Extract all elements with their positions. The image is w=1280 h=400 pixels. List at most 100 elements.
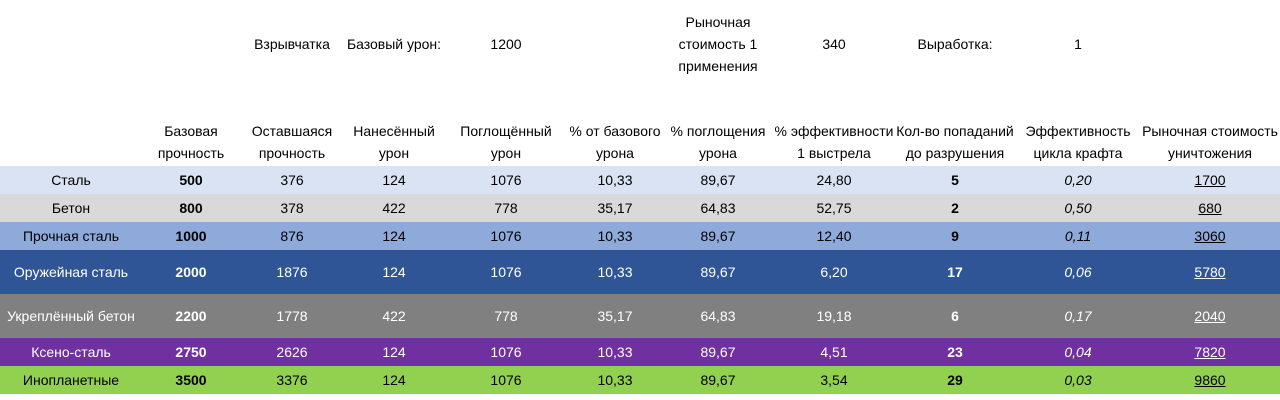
header-remaining-strength[interactable]: Оставшаяся прочность bbox=[251, 123, 333, 161]
remaining-strength-cell[interactable]: 2626 bbox=[240, 338, 344, 366]
damage-dealt-cell[interactable]: 124 bbox=[344, 222, 444, 250]
base-strength-cell[interactable]: 2750 bbox=[142, 338, 240, 366]
base-strength-cell[interactable]: 3500 bbox=[142, 366, 240, 394]
remaining-strength-cell[interactable]: 1876 bbox=[240, 250, 344, 294]
craft-efficiency-cell[interactable]: 0,17 bbox=[1016, 294, 1140, 338]
absorbed-damage-cell[interactable]: 1076 bbox=[444, 250, 568, 294]
damage-dealt-cell[interactable]: 422 bbox=[344, 294, 444, 338]
header-absorbed-damage[interactable]: Поглощённый урон bbox=[460, 123, 552, 161]
base-damage-label[interactable]: Базовый урон: bbox=[346, 36, 442, 52]
pct-absorption-cell[interactable]: 89,67 bbox=[662, 166, 774, 194]
pct-base-cell[interactable]: 10,33 bbox=[568, 222, 662, 250]
absorbed-damage-cell[interactable]: 1076 bbox=[444, 166, 568, 194]
material-name[interactable]: Бетон bbox=[0, 194, 142, 222]
hits-cell[interactable]: 23 bbox=[894, 338, 1016, 366]
hits-cell[interactable]: 2 bbox=[894, 194, 1016, 222]
market-cost-cell[interactable]: 1700 bbox=[1140, 166, 1280, 194]
hits-cell[interactable]: 17 bbox=[894, 250, 1016, 294]
hits-cell[interactable]: 5 bbox=[894, 166, 1016, 194]
hits-cell[interactable]: 9 bbox=[894, 222, 1016, 250]
pct-absorption-cell[interactable]: 89,67 bbox=[662, 366, 774, 394]
remaining-strength-cell[interactable]: 3376 bbox=[240, 366, 344, 394]
market-cost-cell[interactable]: 7820 bbox=[1140, 338, 1280, 366]
base-strength-cell[interactable]: 1000 bbox=[142, 222, 240, 250]
absorbed-damage-cell[interactable]: 1076 bbox=[444, 222, 568, 250]
craft-efficiency-cell[interactable]: 0,03 bbox=[1016, 366, 1140, 394]
header-base-strength[interactable]: Базовая прочность bbox=[157, 123, 225, 161]
pct-absorption-cell[interactable]: 64,83 bbox=[662, 194, 774, 222]
base-strength-cell[interactable]: 800 bbox=[142, 194, 240, 222]
craft-efficiency-cell[interactable]: 0,50 bbox=[1016, 194, 1140, 222]
material-name[interactable]: Укреплённый бетон bbox=[0, 294, 142, 338]
pct-absorption-cell[interactable]: 89,67 bbox=[662, 222, 774, 250]
explosive-label[interactable]: Взрывчатка bbox=[254, 36, 330, 52]
pct-efficiency-cell[interactable]: 4,51 bbox=[774, 338, 894, 366]
base-strength-cell[interactable]: 500 bbox=[142, 166, 240, 194]
pct-base-cell[interactable]: 35,17 bbox=[568, 294, 662, 338]
market-cost-cell[interactable]: 2040 bbox=[1140, 294, 1280, 338]
pct-base-cell[interactable]: 10,33 bbox=[568, 166, 662, 194]
remaining-strength-cell[interactable]: 378 bbox=[240, 194, 344, 222]
pct-absorption-cell[interactable]: 89,67 bbox=[662, 338, 774, 366]
base-damage-value[interactable]: 1200 bbox=[490, 36, 522, 52]
absorbed-damage-cell[interactable]: 778 bbox=[444, 194, 568, 222]
craft-efficiency-cell[interactable]: 0,20 bbox=[1016, 166, 1140, 194]
pct-efficiency-cell[interactable]: 6,20 bbox=[774, 250, 894, 294]
header-row: Базовая прочность Оставшаяся прочность Н… bbox=[0, 88, 1280, 166]
craft-efficiency-cell[interactable]: 0,06 bbox=[1016, 250, 1140, 294]
damage-dealt-cell[interactable]: 124 bbox=[344, 338, 444, 366]
remaining-strength-cell[interactable]: 1778 bbox=[240, 294, 344, 338]
header-hits-to-destroy[interactable]: Кол-во попаданий до разрушения bbox=[896, 123, 1014, 161]
pct-absorption-cell[interactable]: 64,83 bbox=[662, 294, 774, 338]
table-row: Бетон 800 378 422 778 35,17 64,83 52,75 … bbox=[0, 194, 1280, 222]
empty-cell bbox=[142, 0, 240, 88]
material-name[interactable]: Инопланетные bbox=[0, 366, 142, 394]
base-strength-cell[interactable]: 2200 bbox=[142, 294, 240, 338]
market-cost-cell[interactable]: 5780 bbox=[1140, 250, 1280, 294]
absorbed-damage-cell[interactable]: 778 bbox=[444, 294, 568, 338]
pct-base-cell[interactable]: 10,33 bbox=[568, 338, 662, 366]
market-cost-cell[interactable]: 680 bbox=[1140, 194, 1280, 222]
craft-efficiency-cell[interactable]: 0,04 bbox=[1016, 338, 1140, 366]
base-strength-cell[interactable]: 2000 bbox=[142, 250, 240, 294]
pct-base-cell[interactable]: 35,17 bbox=[568, 194, 662, 222]
remaining-strength-cell[interactable]: 876 bbox=[240, 222, 344, 250]
remaining-strength-cell[interactable]: 376 bbox=[240, 166, 344, 194]
pct-absorption-cell[interactable]: 89,67 bbox=[662, 250, 774, 294]
empty-cell bbox=[568, 0, 662, 88]
pct-efficiency-cell[interactable]: 12,40 bbox=[774, 222, 894, 250]
hits-cell[interactable]: 29 bbox=[894, 366, 1016, 394]
pct-base-cell[interactable]: 10,33 bbox=[568, 366, 662, 394]
material-name[interactable]: Сталь bbox=[0, 166, 142, 194]
header-pct-base-damage[interactable]: % от базового урона bbox=[569, 123, 661, 161]
market-cost-cell[interactable]: 9860 bbox=[1140, 366, 1280, 394]
table-row: Сталь 500 376 124 1076 10,33 89,67 24,80… bbox=[0, 166, 1280, 194]
market-cost-label[interactable]: Рыночная стоимость 1 применения bbox=[678, 14, 758, 74]
damage-dealt-cell[interactable]: 124 bbox=[344, 366, 444, 394]
craft-efficiency-cell[interactable]: 0,11 bbox=[1016, 222, 1140, 250]
damage-dealt-cell[interactable]: 124 bbox=[344, 250, 444, 294]
market-cost-value: 5780 bbox=[1194, 264, 1226, 280]
pct-base-cell[interactable]: 10,33 bbox=[568, 250, 662, 294]
material-name[interactable]: Оружейная сталь bbox=[0, 250, 142, 294]
output-label[interactable]: Выработка: bbox=[917, 36, 993, 52]
pct-efficiency-cell[interactable]: 52,75 bbox=[774, 194, 894, 222]
header-craft-efficiency[interactable]: Эффективность цикла крафта bbox=[1025, 123, 1131, 161]
hits-cell[interactable]: 6 bbox=[894, 294, 1016, 338]
pct-efficiency-cell[interactable]: 3,54 bbox=[774, 366, 894, 394]
market-cost-value[interactable]: 340 bbox=[822, 36, 846, 52]
absorbed-damage-cell[interactable]: 1076 bbox=[444, 366, 568, 394]
material-name[interactable]: Ксено-сталь bbox=[0, 338, 142, 366]
header-pct-absorption[interactable]: % поглощения урона bbox=[670, 123, 766, 161]
pct-efficiency-cell[interactable]: 19,18 bbox=[774, 294, 894, 338]
market-cost-cell[interactable]: 3060 bbox=[1140, 222, 1280, 250]
header-damage-dealt[interactable]: Нанесённый урон bbox=[353, 123, 435, 161]
output-value[interactable]: 1 bbox=[1074, 36, 1082, 52]
pct-efficiency-cell[interactable]: 24,80 bbox=[774, 166, 894, 194]
damage-dealt-cell[interactable]: 124 bbox=[344, 166, 444, 194]
header-pct-shot-efficiency[interactable]: % эффективности 1 выстрела bbox=[774, 123, 894, 161]
absorbed-damage-cell[interactable]: 1076 bbox=[444, 338, 568, 366]
material-name[interactable]: Прочная сталь bbox=[0, 222, 142, 250]
damage-dealt-cell[interactable]: 422 bbox=[344, 194, 444, 222]
header-destroy-market-cost[interactable]: Рыночная стоимость уничтожения bbox=[1142, 123, 1278, 161]
